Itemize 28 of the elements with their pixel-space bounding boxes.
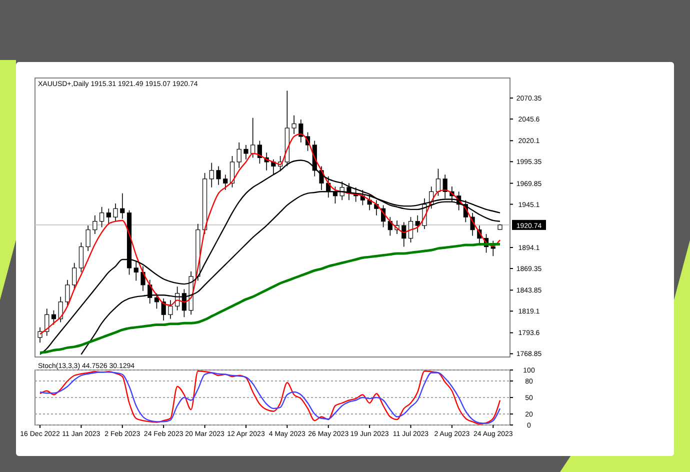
candlestick xyxy=(140,266,146,292)
candlestick xyxy=(415,214,420,233)
candlestick xyxy=(292,114,296,134)
candlestick xyxy=(250,117,256,158)
candlestick xyxy=(216,166,221,186)
candlestick xyxy=(168,300,173,320)
candlestick xyxy=(120,192,125,220)
candlestick xyxy=(65,279,70,306)
candlestick xyxy=(236,142,242,168)
candlestick xyxy=(223,174,228,190)
candlestick xyxy=(244,144,248,160)
candlestick xyxy=(113,203,118,222)
candlestick xyxy=(78,242,84,273)
candlestick xyxy=(134,260,138,282)
candlestick xyxy=(99,206,104,228)
candlestick xyxy=(209,162,214,188)
candlestick xyxy=(298,119,304,143)
candlestick xyxy=(257,140,262,164)
candlestick xyxy=(230,156,235,188)
candlestick xyxy=(72,262,77,290)
candlestick xyxy=(408,216,414,243)
candlestick xyxy=(92,214,98,234)
candlestick xyxy=(436,168,441,196)
candlestick xyxy=(38,326,42,343)
candlestick xyxy=(402,222,406,248)
candlestick xyxy=(86,225,90,252)
candlestick xyxy=(106,208,111,224)
candlestick xyxy=(51,310,56,326)
